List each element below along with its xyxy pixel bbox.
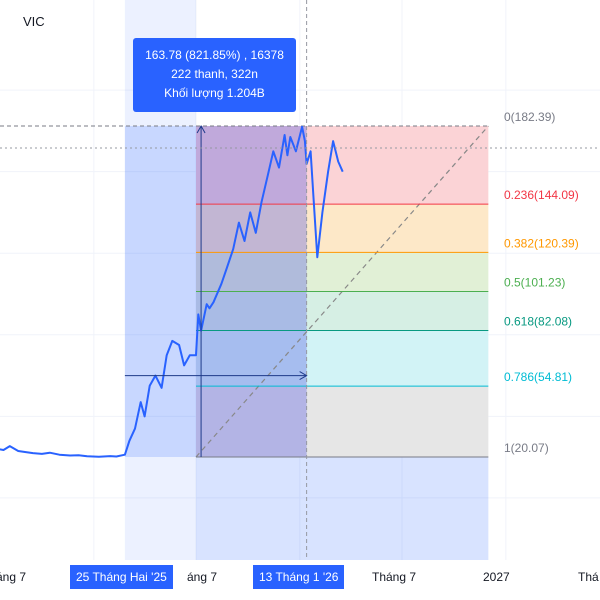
price-line [0,125,344,458]
crosshair [0,0,600,560]
fib-label-0.5: 0.5(101.23) [504,276,565,290]
x-axis-label-2027: 2027 [483,570,510,584]
x-axis-label-jul-2024: áng 7 [0,570,27,584]
symbol-title: VIC [23,14,45,29]
fibonacci-lines [0,125,489,458]
measure-horizontal-arrow [299,371,308,381]
x-axis-range-start-badge: 25 Tháng Hai '25 [70,565,173,589]
measure-vertical-arrow [196,124,206,134]
price-series [0,125,344,458]
x-axis-label-jul-2027: Thá [578,570,599,584]
x-axis-label-jul-2026: Tháng 7 [372,570,417,584]
fib-zone-0 [196,126,489,205]
fibonacci-zones [196,126,489,457]
fib-zone-0.236 [196,204,489,253]
measure-tool [124,124,308,457]
x-axis-range-end-badge: 13 Tháng 1 '26 [253,565,345,589]
fib-label-0: 0(182.39) [504,110,555,124]
fib-label-0.618: 0.618(82.08) [504,315,572,329]
x-axis-label-jul-2025: áng 7 [187,570,218,584]
fib-label-0.236: 0.236(144.09) [504,188,579,202]
fib-time-zone [196,457,489,560]
fib-label-0.382: 0.382(120.39) [504,236,579,250]
crosshair-tooltip: 163.78 (821.85%) , 16378 222 thanh, 322n… [133,38,296,112]
fibonacci-labels: 0(182.39) 0.236(144.09) 0.382(120.39) 0.5(1… [504,110,579,455]
fib-label-0.786: 0.786(54.81) [504,370,572,384]
fib-zone-0.5 [196,291,489,331]
fib-label-1: 1(20.07) [504,441,549,455]
fib-zone-0.618 [196,330,489,387]
tooltip-price-change: 163.78 (821.85%) , 16378 [145,48,284,62]
fib-zone-0.786 [196,386,489,457]
tooltip-bars-duration: 222 thanh, 322n [171,67,258,81]
tooltip-volume: Khối lượng 1.204B [164,86,265,100]
fib-zone-0.382 [196,252,489,292]
